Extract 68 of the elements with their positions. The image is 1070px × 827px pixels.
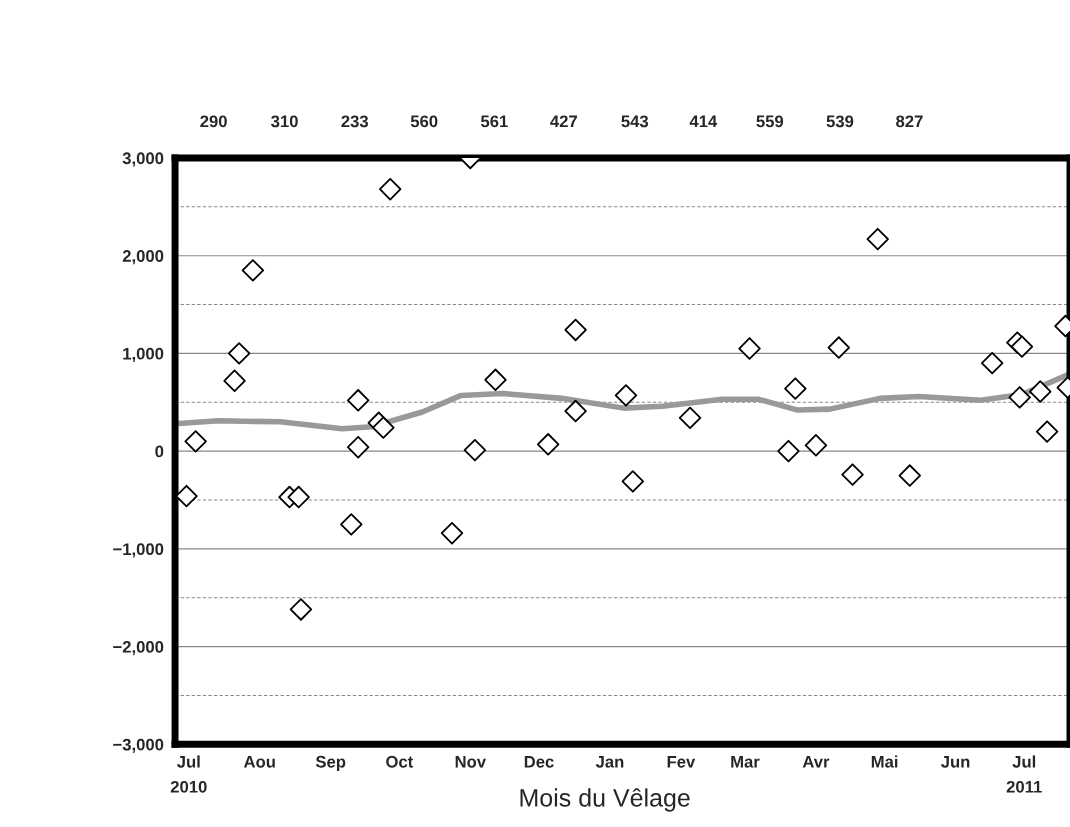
point (1035, 420, 1059, 443)
point (346, 436, 370, 459)
y-tick-label: −3,000 (113, 738, 164, 753)
x-tick-label: Fev (667, 756, 696, 768)
point (536, 433, 560, 456)
point (564, 399, 587, 423)
point (564, 318, 587, 342)
x-axis-title: Mois du Vêlage (520, 788, 690, 812)
text: 2011 (1006, 780, 1042, 793)
point (841, 463, 864, 486)
y-tick-label: −1,000 (113, 543, 164, 558)
x-tick-label: Jan (595, 756, 624, 768)
point (372, 416, 395, 439)
point (898, 464, 921, 487)
y-tick-label: 1,000 (123, 347, 164, 363)
x-tick-label: Jun (941, 756, 970, 768)
point (379, 178, 402, 201)
text: 561 (480, 115, 508, 128)
point (484, 368, 507, 391)
y-tick-label: 3,000 (122, 152, 164, 167)
text: 543 (621, 115, 649, 128)
point (827, 336, 851, 359)
text: 2010 (170, 780, 207, 793)
x-tick-label: Jul (177, 755, 200, 768)
point (223, 369, 246, 392)
x-tick-label: Jul (1012, 755, 1036, 768)
point (1008, 386, 1031, 409)
point (227, 342, 251, 365)
point (738, 337, 761, 360)
x-tick-label: Oct (386, 755, 414, 768)
x-tick-label: Avr (802, 756, 830, 768)
point (804, 434, 828, 457)
y-tick-label: 0 (155, 445, 164, 458)
point (340, 513, 363, 536)
point (287, 485, 310, 509)
point (678, 406, 702, 430)
point (440, 522, 464, 545)
point (614, 384, 638, 407)
point (175, 484, 198, 508)
point (241, 259, 265, 282)
point (1029, 380, 1052, 403)
text: 290 (200, 115, 227, 128)
text: 559 (756, 115, 784, 128)
point (289, 598, 313, 621)
point (346, 389, 370, 412)
text: 827 (896, 115, 923, 128)
x-tick-label: Mai (871, 755, 898, 768)
x-tick-label: Mar (731, 756, 760, 768)
text: 414 (689, 115, 718, 128)
text: 233 (341, 115, 369, 128)
x-tick-label: Nov (455, 756, 486, 768)
x-tick-label: Aou (243, 756, 275, 768)
text: 560 (410, 115, 438, 128)
point (777, 439, 800, 463)
text: 427 (550, 115, 577, 128)
x-tick-label: Dec (524, 756, 554, 768)
point (866, 227, 889, 251)
y-tick-label: −2,000 (113, 640, 164, 656)
point (463, 438, 487, 462)
text: 310 (271, 115, 298, 128)
y-tick-label: 2,000 (122, 250, 164, 265)
point (980, 351, 1004, 375)
text: 539 (826, 115, 854, 128)
point (621, 470, 645, 493)
point (784, 377, 807, 400)
x-tick-label: Sep (315, 755, 346, 771)
point (1010, 335, 1034, 358)
point (184, 430, 207, 453)
